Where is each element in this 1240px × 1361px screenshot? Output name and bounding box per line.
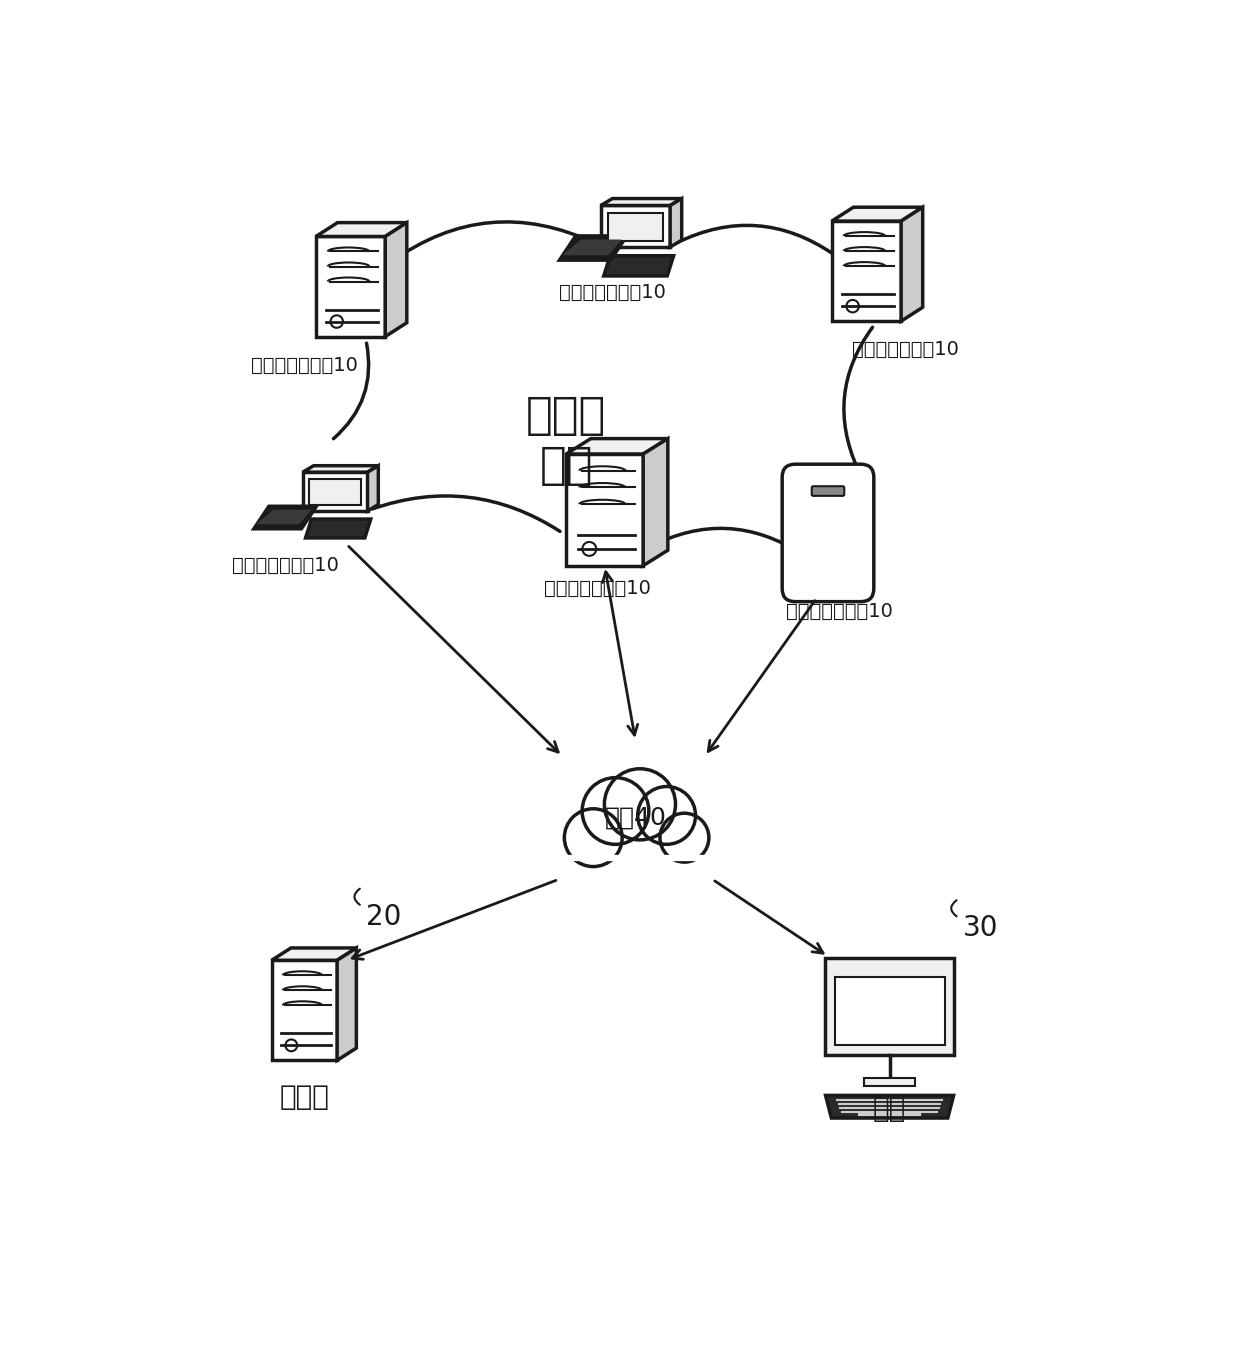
Polygon shape [303,472,367,510]
Circle shape [637,787,696,844]
FancyBboxPatch shape [812,486,844,495]
Text: 区块链节点设备10: 区块链节点设备10 [786,602,893,621]
Text: 区块链
网络: 区块链 网络 [526,395,606,487]
Polygon shape [832,207,923,220]
Circle shape [583,542,596,555]
Text: 终端: 终端 [873,1096,906,1123]
Text: 网络40: 网络40 [605,806,666,830]
Polygon shape [601,199,682,206]
Circle shape [331,316,343,328]
Text: 30: 30 [962,915,998,942]
Polygon shape [670,199,682,248]
Polygon shape [580,825,698,860]
Polygon shape [567,455,644,566]
Text: 区块链节点设备10: 区块链节点设备10 [543,580,651,597]
Polygon shape [254,506,316,529]
Polygon shape [272,961,337,1060]
Polygon shape [562,240,621,256]
Polygon shape [567,438,668,455]
Text: 区块链节点设备10: 区块链节点设备10 [559,283,666,302]
Polygon shape [559,235,627,260]
Polygon shape [825,958,955,1055]
Polygon shape [305,519,371,538]
Text: 区块链节点设备10: 区块链节点设备10 [852,340,959,359]
Polygon shape [604,256,673,276]
Polygon shape [901,207,923,321]
Text: 20: 20 [366,902,402,931]
Polygon shape [272,949,356,961]
Polygon shape [316,223,407,237]
Polygon shape [864,1078,915,1086]
Circle shape [604,769,676,840]
FancyBboxPatch shape [782,464,874,602]
Circle shape [564,808,622,867]
Polygon shape [309,479,361,505]
Polygon shape [644,438,668,566]
Polygon shape [832,220,901,321]
Polygon shape [601,206,670,248]
Polygon shape [257,509,311,524]
Polygon shape [386,223,407,336]
Circle shape [285,1040,298,1051]
Polygon shape [835,977,945,1045]
Circle shape [847,299,859,313]
Polygon shape [826,1096,954,1117]
Circle shape [582,777,649,844]
Polygon shape [367,465,378,510]
Polygon shape [337,949,356,1060]
Text: 区块链节点设备10: 区块链节点设备10 [250,355,358,374]
Polygon shape [316,237,386,336]
Polygon shape [608,214,663,241]
Polygon shape [303,465,378,472]
Circle shape [660,814,709,862]
Text: 区块链节点设备10: 区块链节点设备10 [232,557,339,574]
Text: 服务器: 服务器 [279,1083,330,1112]
